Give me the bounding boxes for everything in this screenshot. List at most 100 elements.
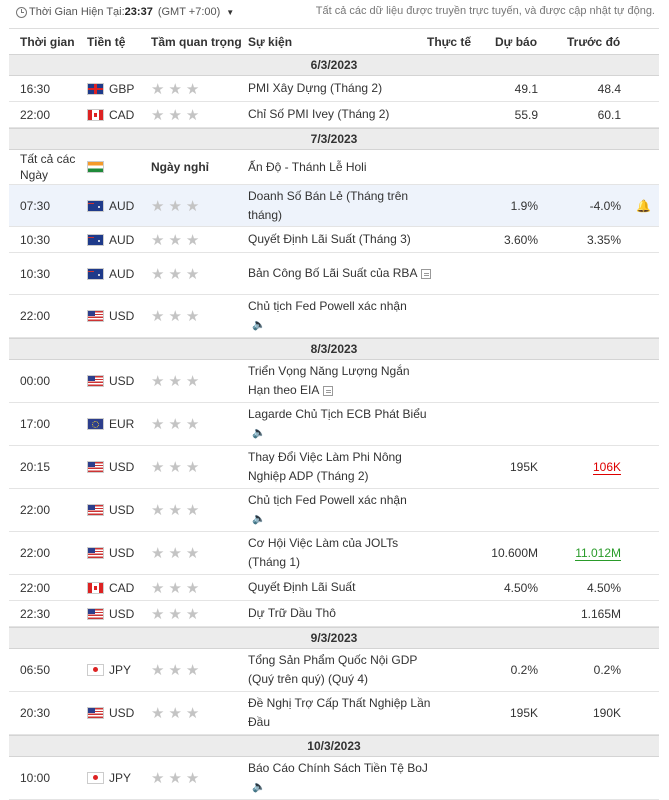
- speaker-icon[interactable]: 🔈: [252, 781, 266, 794]
- event-name[interactable]: Đề Nghị Trợ Cấp Thất Nghiệp Lần Đầu: [248, 694, 433, 732]
- event-name[interactable]: Quyết Định Lãi Suất: [248, 578, 355, 597]
- event-title[interactable]: Chỉ Số PMI Ivey (Tháng 2): [248, 107, 390, 121]
- document-icon[interactable]: [323, 385, 334, 396]
- event-title[interactable]: Đề Nghị Trợ Cấp Thất Nghiệp Lần Đầu: [248, 696, 431, 729]
- table-row[interactable]: 06:50 JPY ★ ★ ★ Tổng Sản Phẩm Quốc Nội GDP (Q…: [9, 649, 659, 692]
- event-title[interactable]: Báo Cáo Chính Sách Tiền Tệ BoJ: [248, 760, 428, 775]
- event-title[interactable]: Chủ tịch Fed Powell xác nhận: [248, 298, 407, 313]
- event-cell[interactable]: Lagarde Chủ Tịch ECB Phát Biểu 🔈: [248, 403, 433, 445]
- event-name[interactable]: Doanh Số Bán Lẻ (Tháng trên tháng): [248, 187, 433, 225]
- event-cell[interactable]: Đề Nghị Trợ Cấp Thất Nghiệp Lần Đầu: [248, 692, 433, 734]
- event-cell[interactable]: Dự Trữ Dầu Thô: [248, 601, 433, 626]
- table-row[interactable]: 10:00 JPY ★ ★ ★ Báo Cáo Chính Sách Tiền Tệ Bo…: [9, 757, 659, 800]
- event-title[interactable]: Bản Công Bố Lãi Suất của RBA: [248, 266, 418, 280]
- top-bar: Thời Gian Hiện Tại:23:37 (GMT +7:00) ▼ Tất…: [0, 0, 669, 27]
- event-title[interactable]: PMI Xây Dựng (Tháng 2): [248, 81, 383, 95]
- event-cell[interactable]: Ấn Độ - Thánh Lễ Holi: [248, 150, 433, 184]
- previous-cell: 4.50%: [587, 575, 621, 600]
- event-name[interactable]: Chủ tịch Fed Powell xác nhận 🔈: [248, 491, 407, 529]
- star-icon: ★: [185, 545, 200, 562]
- event-name[interactable]: Triển Vọng Năng Lượng Ngắn Hạn theo EIA: [248, 362, 433, 400]
- table-row[interactable]: 22:00 USD ★ ★ ★ Cơ Hội Việc Làm của JOLTs (Th…: [9, 532, 659, 575]
- flag-cell: [88, 295, 103, 337]
- importance-stars: ★ ★ ★: [151, 692, 203, 734]
- table-row[interactable]: 20:30 USD ★ ★ ★ Đề Nghị Trợ Cấp Thất Nghiệp L…: [9, 692, 659, 735]
- star-icon: ★: [185, 705, 200, 722]
- event-name[interactable]: Lagarde Chủ Tịch ECB Phát Biểu 🔈: [248, 405, 433, 443]
- bell-icon[interactable]: 🔔: [636, 198, 651, 213]
- flag-ca-icon: [88, 109, 103, 120]
- event-title[interactable]: Thay Đổi Việc Làm Phi Nông Nghiệp ADP (T…: [248, 450, 402, 483]
- event-cell[interactable]: Chỉ Số PMI Ivey (Tháng 2): [248, 102, 433, 127]
- table-row[interactable]: 10:30 AUD ★ ★ ★ Quyết Định Lãi Suất (Tháng 3)…: [9, 227, 659, 253]
- event-title[interactable]: Chủ tịch Fed Powell xác nhận: [248, 492, 407, 507]
- event-title[interactable]: Triển Vọng Năng Lượng Ngắn Hạn theo EIA: [248, 364, 410, 397]
- event-cell[interactable]: Doanh Số Bán Lẻ (Tháng trên tháng): [248, 185, 433, 226]
- event-title[interactable]: Quyết Định Lãi Suất (Tháng 3): [248, 232, 411, 246]
- table-row[interactable]: 22:00 USD ★ ★ ★ Chủ tịch Fed Powell xác nhận 🔈: [9, 295, 659, 338]
- event-cell[interactable]: PMI Xây Dựng (Tháng 2): [248, 76, 433, 101]
- holiday-label: Ngày nghỉ: [151, 160, 210, 174]
- star-icon: ★: [151, 770, 165, 787]
- event-cell[interactable]: Chủ tịch Fed Powell xác nhận 🔈: [248, 489, 433, 531]
- table-row[interactable]: 16:30 GBP ★ ★ ★ PMI Xây Dựng (Tháng 2) 49.1 48.…: [9, 76, 659, 102]
- event-cell[interactable]: Quyết Định Lãi Suất (Tháng 3): [248, 227, 433, 252]
- event-name[interactable]: Thay Đổi Việc Làm Phi Nông Nghiệp ADP (T…: [248, 448, 433, 486]
- document-icon[interactable]: [421, 268, 432, 279]
- event-title[interactable]: Quyết Định Lãi Suất: [248, 580, 356, 594]
- previous-value: 3.35%: [586, 232, 621, 247]
- table-row[interactable]: 07:30 AUD ★ ★ ★ Doanh Số Bán Lẻ (Tháng trên t…: [9, 185, 659, 227]
- event-cell[interactable]: Báo Cáo Chính Sách Tiền Tệ BoJ 🔈: [248, 757, 433, 799]
- event-name[interactable]: Ấn Độ - Thánh Lễ Holi: [248, 158, 367, 177]
- table-row[interactable]: 20:15 USD ★ ★ ★ Thay Đổi Việc Làm Phi Nông Ng…: [9, 446, 659, 489]
- table-row[interactable]: 22:30 USD ★ ★ ★ Dự Trữ Dầu Thô 1.165M: [9, 601, 659, 627]
- timezone-selector[interactable]: Thời Gian Hiện Tại:23:37 (GMT +7:00) ▼: [29, 6, 234, 18]
- event-title[interactable]: Doanh Số Bán Lẻ (Tháng trên tháng): [248, 188, 409, 222]
- event-name[interactable]: Tổng Sản Phẩm Quốc Nội GDP (Quý trên quý…: [248, 651, 433, 689]
- table-row[interactable]: 22:00 USD ★ ★ ★ Chủ tịch Fed Powell xác nhận 🔈: [9, 489, 659, 532]
- event-name[interactable]: Cơ Hội Việc Làm của JOLTs (Tháng 1): [248, 534, 433, 572]
- event-title[interactable]: Dự Trữ Dầu Thô: [248, 606, 336, 620]
- event-name[interactable]: Báo Cáo Chính Sách Tiền Tệ BoJ 🔈: [248, 759, 433, 797]
- event-cell[interactable]: Chủ tịch Fed Powell xác nhận 🔈: [248, 295, 433, 337]
- col-importance: Tầm quan trọng: [151, 35, 242, 49]
- event-cell[interactable]: Triển Vọng Năng Lượng Ngắn Hạn theo EIA: [248, 360, 433, 402]
- event-title[interactable]: Cơ Hội Việc Làm của JOLTs (Tháng 1): [248, 536, 399, 569]
- event-name[interactable]: Quyết Định Lãi Suất (Tháng 3): [248, 230, 411, 249]
- event-title[interactable]: Tổng Sản Phẩm Quốc Nội GDP (Quý trên quý…: [248, 653, 418, 686]
- forecast-value: 10.600M: [491, 546, 538, 560]
- event-name[interactable]: Bản Công Bố Lãi Suất của RBA: [248, 264, 432, 283]
- speaker-icon[interactable]: 🔈: [252, 427, 266, 440]
- event-cell[interactable]: Tổng Sản Phẩm Quốc Nội GDP (Quý trên quý…: [248, 649, 433, 691]
- table-row[interactable]: 00:00 USD ★ ★ ★ Triển Vọng Năng Lượng Ngắn Hạ…: [9, 360, 659, 403]
- event-name[interactable]: Dự Trữ Dầu Thô: [248, 604, 336, 623]
- event-cell[interactable]: Thay Đổi Việc Làm Phi Nông Nghiệp ADP (T…: [248, 446, 433, 488]
- flag-us-icon: [88, 376, 103, 386]
- event-name[interactable]: Chỉ Số PMI Ivey (Tháng 2): [248, 105, 389, 124]
- event-cell[interactable]: Cơ Hội Việc Làm của JOLTs (Tháng 1): [248, 532, 433, 574]
- event-cell[interactable]: Quyết Định Lãi Suất: [248, 575, 433, 600]
- timezone-offset: (GMT +7:00): [157, 6, 221, 18]
- importance-stars: ★ ★ ★: [151, 575, 203, 600]
- star-icon: ★: [185, 308, 200, 325]
- table-row[interactable]: 22:00 CAD ★ ★ ★ Quyết Định Lãi Suất 4.50% 4.50%: [9, 575, 659, 601]
- event-name[interactable]: PMI Xây Dựng (Tháng 2): [248, 79, 382, 98]
- table-row[interactable]: 17:00 EUR ★ ★ ★ Lagarde Chủ Tịch ECB Phát Biể…: [9, 403, 659, 446]
- speaker-icon[interactable]: 🔈: [252, 513, 266, 526]
- table-row[interactable]: 10:30 AUD ★ ★ ★ Bản Công Bố Lãi Suất của RBA: [9, 253, 659, 295]
- flag-us-icon: [88, 708, 103, 718]
- event-title[interactable]: Lagarde Chủ Tịch ECB Phát Biểu: [248, 406, 427, 421]
- table-row[interactable]: 22:00 CAD ★ ★ ★ Chỉ Số PMI Ivey (Tháng 2) 55.9…: [9, 102, 659, 128]
- current-time: 23:37: [124, 6, 153, 18]
- event-title[interactable]: Ấn Độ - Thánh Lễ Holi: [248, 159, 367, 174]
- forecast-value: 195K: [509, 460, 538, 474]
- event-cell[interactable]: Bản Công Bố Lãi Suất của RBA: [248, 253, 433, 294]
- table-row[interactable]: Tất cả các Ngày Ngày nghỉ Ấn Độ - Thánh Lễ…: [9, 150, 659, 185]
- currency-code: USD: [109, 460, 135, 474]
- previous-value: 11.012M: [575, 545, 621, 561]
- star-icon: ★: [151, 502, 165, 519]
- event-time: 00:00: [20, 374, 51, 388]
- event-name[interactable]: Chủ tịch Fed Powell xác nhận 🔈: [248, 297, 407, 335]
- chevron-down-icon[interactable]: ▼: [226, 8, 235, 17]
- speaker-icon[interactable]: 🔈: [252, 319, 266, 332]
